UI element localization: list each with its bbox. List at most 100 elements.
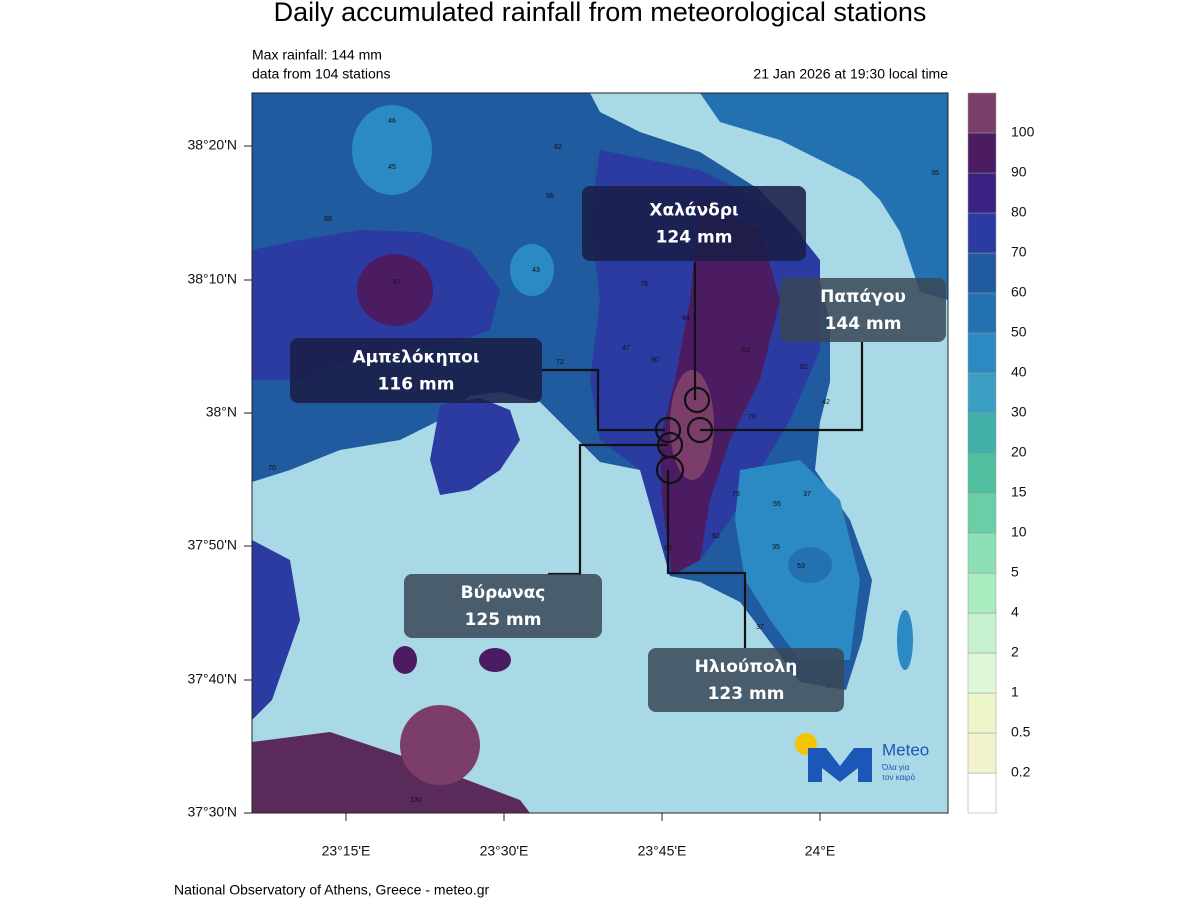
- station-value: 72: [556, 359, 564, 366]
- station-value: 55: [773, 501, 781, 508]
- islet: [393, 646, 417, 674]
- lat-label: 38°20'N: [187, 137, 237, 153]
- logo-brand: Meteo: [882, 740, 929, 759]
- lon-label: 23°45'E: [638, 843, 687, 859]
- station-value: 84: [682, 315, 690, 322]
- callout-box: [582, 186, 806, 261]
- zone-50: [788, 547, 832, 583]
- colorbar-label: 80: [1011, 204, 1027, 220]
- lat-label: 37°30'N: [187, 804, 237, 820]
- station-value: 62: [800, 364, 808, 371]
- colorbar-bin: [967, 252, 997, 294]
- callout-value: 125 mm: [465, 610, 542, 630]
- station-value: 56: [546, 193, 554, 200]
- land-west: [252, 540, 300, 720]
- station-value: 90: [651, 357, 659, 364]
- station-value: 47: [622, 345, 630, 352]
- colorbar-bin: [967, 212, 997, 254]
- colorbar-label: 5: [1011, 564, 1019, 580]
- colorbar-bin: [967, 572, 997, 614]
- island-aegina: [400, 705, 480, 785]
- colorbar-bin: [967, 332, 997, 374]
- island-salamina: [430, 398, 520, 495]
- lon-label: 23°15'E: [322, 843, 371, 859]
- timestamp: 21 Jan 2026 at 19:30 local time: [753, 66, 948, 82]
- station-value: 35: [931, 170, 939, 177]
- stations-count: data from 104 stations: [252, 66, 391, 82]
- colorbar-label: 40: [1011, 364, 1027, 380]
- callout-value: 144 mm: [825, 314, 902, 334]
- callout-box: [290, 338, 542, 403]
- station-value: 68: [324, 216, 332, 223]
- colorbar-bin: [967, 132, 997, 174]
- colorbar-bin: [967, 732, 997, 774]
- station-value: 53: [797, 563, 805, 570]
- islet: [897, 610, 913, 670]
- colorbar-bin: [967, 412, 997, 454]
- station-value: 73: [732, 491, 740, 498]
- station-value: 53: [742, 347, 750, 354]
- title: Daily accumulated rainfall from meteorol…: [274, 0, 927, 27]
- station-value: 70: [748, 414, 756, 421]
- colorbar-bin: [967, 452, 997, 494]
- colorbar-label: 20: [1011, 444, 1027, 460]
- colorbar-bin: [967, 172, 997, 214]
- lon-label: 24°E: [805, 843, 836, 859]
- lat-label: 38°N: [206, 404, 237, 420]
- colorbar-label: 15: [1011, 484, 1027, 500]
- callout-value: 124 mm: [656, 228, 733, 248]
- callout-box: [648, 648, 844, 712]
- logo-tagline: Όλα για: [881, 763, 910, 772]
- colorbar-label: 4: [1011, 604, 1019, 620]
- callout-box: [404, 574, 602, 638]
- colorbar-label: 0.2: [1011, 764, 1031, 780]
- callout-name: Βύρωνας: [461, 583, 546, 603]
- colorbar: 0.2 0.5 1 2 4 5 10 15 20 30 40 50 60 70 80 90 100: [967, 92, 1035, 814]
- lat-label: 37°40'N: [187, 671, 237, 687]
- station-value: 43: [532, 267, 540, 274]
- land-south: [252, 732, 530, 813]
- colorbar-label: 70: [1011, 244, 1027, 260]
- callout-box: [780, 278, 946, 342]
- callout-name: Παπάγου: [820, 287, 906, 307]
- zone-40: [510, 244, 554, 296]
- station-value: 62: [712, 533, 720, 540]
- lon-label: 23°30'E: [480, 843, 529, 859]
- footer: National Observatory of Athens, Greece -…: [174, 882, 489, 898]
- station-labels: 4645625668874379788447905362707355373553…: [268, 118, 939, 804]
- station-value: 42: [822, 399, 830, 406]
- colorbar-label: 10: [1011, 524, 1027, 540]
- colorbar-bin: [967, 532, 997, 574]
- colorbar-label: 90: [1011, 164, 1027, 180]
- colorbar-bin: [967, 692, 997, 734]
- axes: 38°20'N 38°10'N 38°N 37°50'N 37°40'N 37°30'N 2…: [187, 137, 835, 859]
- colorbar-label: 2: [1011, 644, 1019, 660]
- callouts: Χαλάνδρι 124 mm Παπάγου 144 mm Αμπελόκηποι 11…: [290, 186, 946, 712]
- zone-80: [357, 254, 433, 326]
- station-value: 78: [640, 281, 648, 288]
- colorbar-bin: [967, 612, 997, 654]
- colorbar-bin: [967, 492, 997, 534]
- zone-100: [670, 370, 714, 480]
- station-value: 70: [268, 465, 276, 472]
- station-value: 35: [772, 544, 780, 551]
- colorbar-bin: [967, 372, 997, 414]
- station-value: 46: [388, 118, 396, 125]
- colorbar-bin: [967, 652, 997, 694]
- station-value: 45: [388, 164, 396, 171]
- station-value: 37: [756, 624, 764, 631]
- colorbar-label: 30: [1011, 404, 1027, 420]
- zone-90: [660, 200, 780, 575]
- lat-label: 37°50'N: [187, 537, 237, 553]
- callout-name: Χαλάνδρι: [649, 201, 738, 221]
- station-value: 87: [393, 279, 401, 286]
- colorbar-bin: [967, 92, 997, 134]
- station-value: 37: [803, 491, 811, 498]
- station-value: 62: [554, 144, 562, 151]
- map-frame: [251, 92, 949, 814]
- max-rainfall: Max rainfall: 144 mm: [252, 47, 382, 63]
- callout-name: Αμπελόκηποι: [353, 348, 480, 368]
- callout-value: 116 mm: [378, 375, 455, 395]
- station-value: 130: [410, 797, 422, 804]
